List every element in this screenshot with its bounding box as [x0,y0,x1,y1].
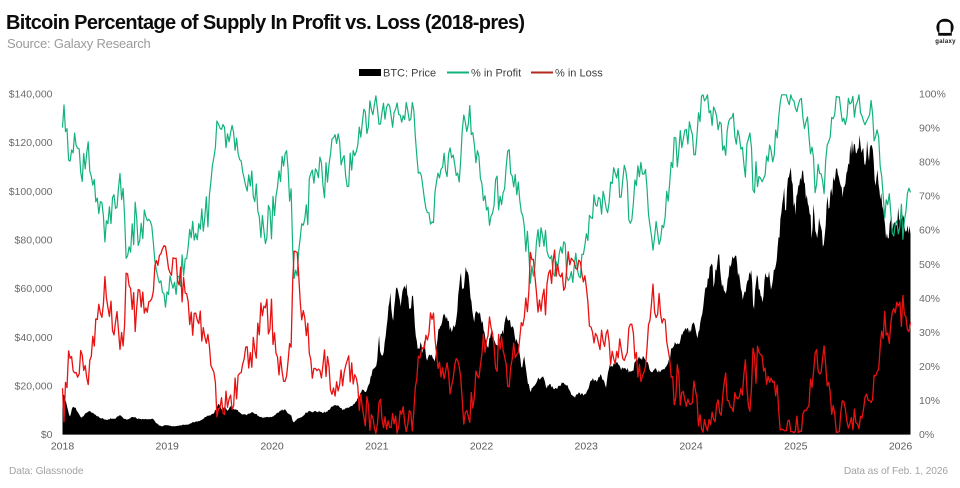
svg-text:2018: 2018 [51,441,75,453]
svg-text:50%: 50% [919,259,940,271]
svg-text:60%: 60% [919,225,940,237]
svg-text:2024: 2024 [679,441,703,453]
svg-text:70%: 70% [919,191,940,203]
svg-text:0%: 0% [919,429,934,441]
svg-text:10%: 10% [919,395,940,407]
svg-text:30%: 30% [919,327,940,339]
svg-text:20%: 20% [919,361,940,373]
svg-text:% in Loss: % in Loss [555,68,603,80]
svg-text:$120,000: $120,000 [9,137,53,149]
svg-text:$100,000: $100,000 [9,186,53,198]
svg-text:90%: 90% [919,123,940,135]
svg-text:% in Profit: % in Profit [471,68,521,80]
svg-text:2019: 2019 [156,441,180,453]
svg-text:2025: 2025 [784,441,808,453]
svg-text:$20,000: $20,000 [15,380,53,392]
svg-text:2026: 2026 [889,441,913,453]
svg-text:40%: 40% [919,293,940,305]
svg-text:$140,000: $140,000 [9,89,53,101]
svg-text:2022: 2022 [470,441,494,453]
svg-text:$0: $0 [41,429,53,441]
svg-text:BTC: Price: BTC: Price [383,68,436,80]
svg-text:$40,000: $40,000 [15,332,53,344]
svg-text:2021: 2021 [365,441,389,453]
svg-text:2020: 2020 [260,441,284,453]
svg-text:$60,000: $60,000 [15,283,53,295]
svg-text:$80,000: $80,000 [15,235,53,247]
svg-text:2023: 2023 [575,441,599,453]
svg-text:100%: 100% [919,89,946,101]
svg-text:80%: 80% [919,157,940,169]
